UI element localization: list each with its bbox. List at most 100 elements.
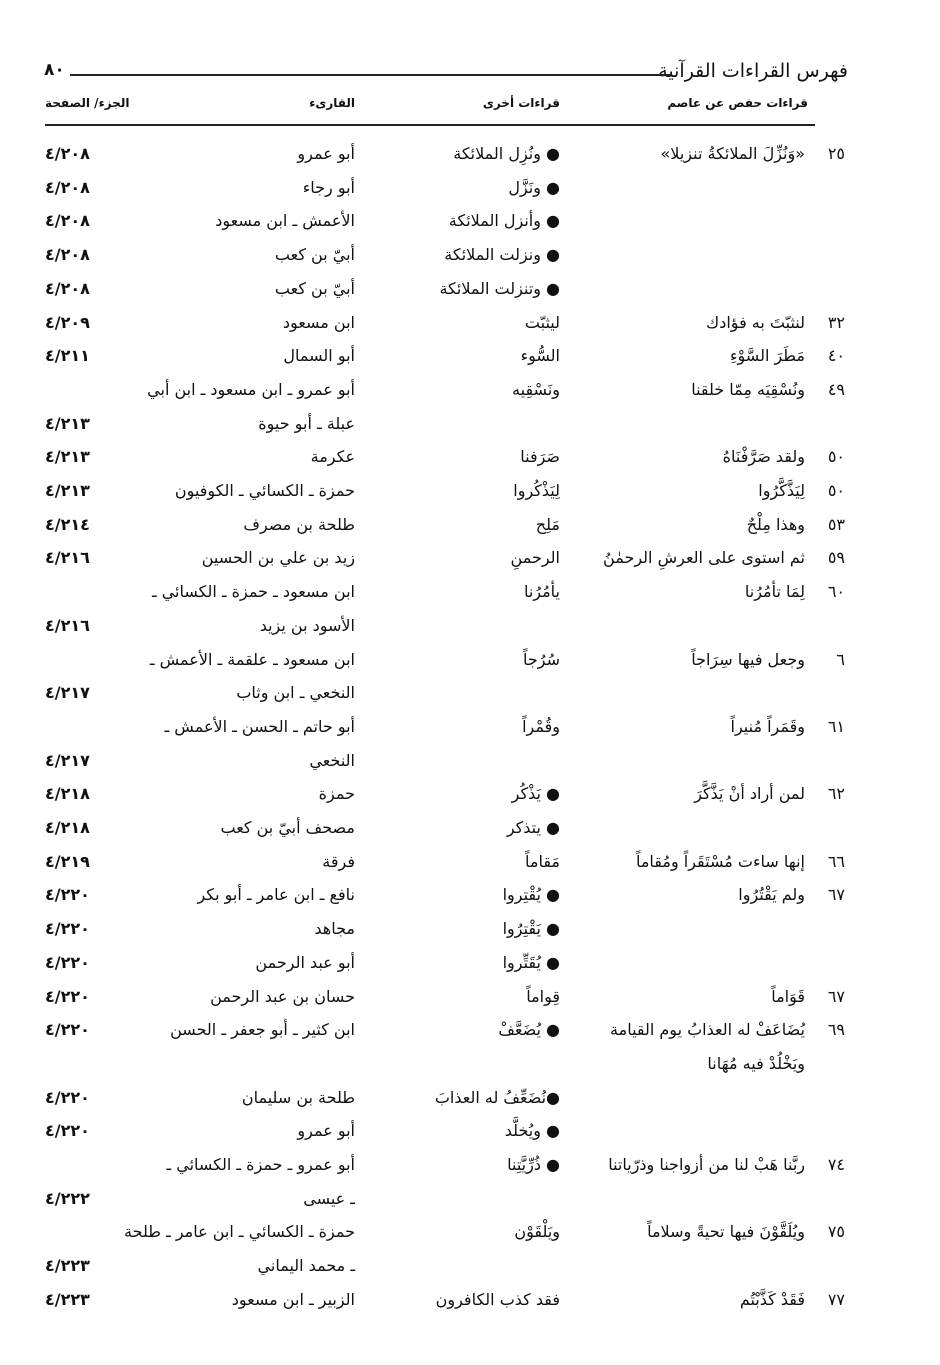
hafs-reading: ثم استوى على العرشِ الرحمٰنُ bbox=[603, 548, 805, 568]
verse-number: ٢٥ bbox=[827, 144, 845, 163]
hafs-reading: وقَمَراً مُنيراً bbox=[730, 716, 805, 736]
reader: ـ عيسى bbox=[303, 1188, 355, 1208]
reader: النخعي bbox=[309, 750, 355, 770]
column-header-hafs: قراءات حفص عن عاصم bbox=[667, 96, 808, 110]
column-header-volume-page: الجزء/ الصفحة bbox=[45, 96, 130, 110]
volume-page: ٤/٢١٣ bbox=[45, 481, 90, 500]
other-reading: يأمُرُنا bbox=[523, 582, 560, 602]
verse-number: ٤٠ bbox=[827, 346, 845, 366]
hafs-reading: ويُلَقَّوْنَ فيها تحيةً وسلاماً bbox=[647, 1222, 805, 1242]
volume-page: ٤/٢٠٨ bbox=[45, 177, 90, 197]
reader: طلحة بن مصرف bbox=[243, 514, 355, 534]
reader: حمزة ـ الكسائي ـ الكوفيون bbox=[174, 481, 355, 500]
volume-page: ٤/٢١٧ bbox=[45, 683, 90, 703]
verse-number: ٥٠ bbox=[827, 481, 845, 500]
other-reading: ●نُضَعِّفُ له العذابَ bbox=[434, 1087, 560, 1107]
volume-page: ٤/٢٢٢ bbox=[45, 1188, 90, 1208]
verse-number: ٣٢ bbox=[827, 312, 845, 332]
volume-page: ٤/٢٠٨ bbox=[45, 245, 90, 265]
verse-number: ٧٧ bbox=[827, 1289, 845, 1309]
verse-number: ٤٩ bbox=[827, 379, 845, 399]
reader: طلحة بن سليمان bbox=[241, 1087, 355, 1107]
reader: الأعمش ـ ابن مسعود bbox=[215, 211, 355, 231]
other-reading: مَلِح bbox=[535, 514, 560, 534]
reader: أبيّ بن كعب bbox=[274, 278, 355, 298]
volume-page: ٤/٢١١ bbox=[45, 346, 90, 366]
reader: النخعي ـ ابن وثاب bbox=[236, 683, 355, 703]
other-reading: الرحمنِ bbox=[510, 548, 560, 568]
other-reading: سُرُجاً bbox=[523, 649, 560, 669]
verse-number: ٧٤ bbox=[827, 1155, 845, 1174]
other-reading: ● ونُزِل الملائكة bbox=[453, 144, 560, 163]
reader: الزبير ـ ابن مسعود bbox=[231, 1289, 355, 1309]
reader: أبو عمرو bbox=[297, 144, 355, 163]
reader: مجاهد bbox=[314, 919, 355, 939]
hafs-reading: فَقَدْ كَذَّبْتُم bbox=[739, 1289, 805, 1309]
hafs-reading: لنثبّتَ به فؤادك bbox=[706, 312, 805, 332]
reader: أبو عبد الرحمن bbox=[255, 952, 355, 972]
reader: ـ محمد اليماني bbox=[257, 1256, 355, 1276]
verse-number: ٦٢ bbox=[827, 784, 845, 804]
other-reading: وقُمْراً bbox=[522, 716, 560, 736]
verse-number: ٦٧ bbox=[827, 885, 845, 905]
volume-page: ٤/٢٢٠ bbox=[45, 1087, 90, 1107]
hafs-reading: لِيَذَّكَّرُوا bbox=[758, 481, 805, 500]
other-reading: السُّوء bbox=[520, 346, 560, 366]
reader: ابن كثير ـ أبو جعفر ـ الحسن bbox=[170, 1020, 355, 1040]
other-reading: ● يُقْتِروا bbox=[502, 885, 560, 905]
verse-number: ٦٧ bbox=[827, 986, 845, 1006]
volume-page: ٤/٢٢٠ bbox=[45, 952, 90, 972]
other-reading: ● يَقْتِرُوا bbox=[502, 919, 560, 939]
other-reading: ويَلْقَوْن bbox=[514, 1222, 560, 1242]
reader: نافع ـ ابن عامر ـ أبو بكر bbox=[197, 885, 355, 905]
volume-page: ٤/٢٢٠ bbox=[45, 885, 90, 905]
other-reading: ● وتنزلت الملائكة bbox=[439, 278, 560, 298]
reader: زيد بن علي بن الحسين bbox=[201, 548, 355, 568]
other-reading: فقد كذب الكافرون bbox=[435, 1289, 560, 1309]
reader: عبلة ـ أبو حيوة bbox=[258, 413, 355, 433]
volume-page: ٤/٢١٩ bbox=[45, 851, 90, 871]
hafs-reading: قَوَاماً bbox=[771, 986, 805, 1006]
column-header-other-readings: قراءات أخرى bbox=[482, 96, 560, 110]
volume-page: ٤/٢٠٨ bbox=[45, 278, 90, 298]
other-reading: قِواماً bbox=[526, 986, 560, 1006]
other-reading: ● يُضَعَّفْ bbox=[498, 1020, 560, 1040]
volume-page: ٤/٢١٨ bbox=[45, 818, 90, 837]
hafs-reading: ربَّنا هَبْ لنا من أزواجنا وذرّياتنا bbox=[608, 1155, 805, 1174]
column-header-rule bbox=[45, 124, 815, 126]
reader: حمزة bbox=[318, 784, 355, 804]
volume-page: ٤/٢٢٠ bbox=[45, 919, 90, 939]
volume-page: ٤/٢١٨ bbox=[45, 784, 90, 804]
hafs-reading: ويَخْلُدْ فيه مُهَانا bbox=[707, 1053, 805, 1073]
page-number: ٨٠ bbox=[44, 60, 65, 80]
hafs-reading: إنها ساءت مُسْتَقَراً ومُقاماً bbox=[635, 851, 805, 871]
verse-number: ٦١ bbox=[827, 716, 845, 736]
other-reading: ● ويُخلَّد bbox=[504, 1121, 560, 1141]
verse-number: ٥٣ bbox=[827, 514, 845, 534]
hafs-reading: ونُسْقِيَه مِمّا خلقنا bbox=[691, 379, 805, 399]
reader: ابن مسعود ـ علقمة ـ الأعمش ـ bbox=[149, 649, 355, 669]
reader: الأسود بن يزيد bbox=[259, 615, 355, 635]
hafs-reading: «وَنُزِّلَ الملائكةُ تنزيلا» bbox=[660, 144, 805, 163]
verse-number: ٥٠ bbox=[827, 447, 845, 467]
reader: ابن مسعود ـ حمزة ـ الكسائي ـ bbox=[151, 582, 355, 602]
other-reading: ● يَذْكُر bbox=[511, 784, 560, 804]
volume-page: ٤/٢٠٩ bbox=[45, 312, 90, 332]
reader: أبو عمرو ـ حمزة ـ الكسائي ـ bbox=[166, 1155, 355, 1174]
reader: حسان بن عبد الرحمن bbox=[210, 986, 355, 1006]
reader: عكرمة bbox=[310, 447, 355, 467]
reader: حمزة ـ الكسائي ـ ابن عامر ـ طلحة bbox=[124, 1222, 355, 1242]
other-reading: مَقاماً bbox=[525, 851, 560, 871]
volume-page: ٤/٢١٤ bbox=[45, 514, 90, 534]
other-reading: صَرَفنا bbox=[520, 447, 560, 467]
hafs-reading: ولم يَقْتُرُوا bbox=[738, 885, 805, 905]
hafs-reading: ولقد صَرَّفْنَاهُ bbox=[722, 447, 805, 467]
volume-page: ٤/٢٢٠ bbox=[45, 986, 90, 1006]
reader: ابن مسعود bbox=[282, 312, 355, 332]
hafs-reading: وجعل فيها سِرَاجاً bbox=[691, 649, 805, 669]
column-header-reader: القارىء bbox=[309, 96, 355, 110]
other-reading: ● ونزلت الملائكة bbox=[444, 245, 560, 265]
volume-page: ٤/٢٢٣ bbox=[45, 1289, 90, 1309]
reader: فرقة bbox=[322, 851, 355, 871]
volume-page: ٤/٢١٦ bbox=[45, 548, 90, 568]
